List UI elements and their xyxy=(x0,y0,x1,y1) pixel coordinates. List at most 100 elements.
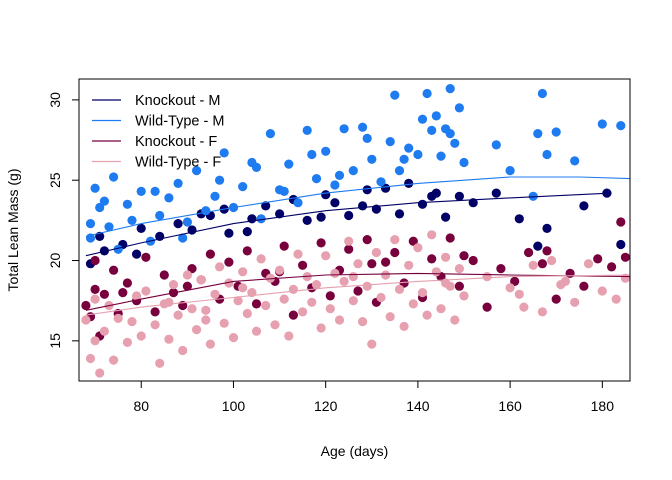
data-point xyxy=(344,244,354,254)
data-point xyxy=(284,159,294,169)
data-point xyxy=(173,310,183,320)
data-point xyxy=(362,281,372,291)
data-point xyxy=(330,180,340,190)
data-point xyxy=(570,297,580,307)
data-point xyxy=(404,260,414,270)
data-point xyxy=(376,292,386,303)
plot-frame xyxy=(78,78,631,382)
data-point xyxy=(597,286,607,296)
data-point xyxy=(159,270,169,280)
x-tick-label: 80 xyxy=(133,398,149,414)
data-point xyxy=(334,170,345,180)
data-point xyxy=(219,148,229,158)
data-point xyxy=(173,178,183,188)
data-point xyxy=(85,219,96,229)
data-point xyxy=(537,259,548,269)
data-point xyxy=(362,133,372,143)
data-point xyxy=(362,235,372,245)
data-point xyxy=(164,297,174,307)
data-point xyxy=(524,247,534,258)
data-point xyxy=(570,156,580,166)
data-point xyxy=(127,215,137,225)
y-tick-label: 20 xyxy=(47,253,63,269)
data-point xyxy=(358,317,368,327)
data-point xyxy=(459,157,469,168)
data-point xyxy=(201,305,211,315)
data-point xyxy=(311,280,322,290)
y-axis: 15 20 25 30 xyxy=(47,92,79,349)
data-point xyxy=(316,323,326,333)
data-point xyxy=(251,162,262,172)
data-point xyxy=(358,201,368,211)
x-axis: 80 100 120 140 160 180 xyxy=(133,381,614,414)
data-point xyxy=(113,313,123,323)
data-point xyxy=(224,278,234,288)
data-point xyxy=(376,177,386,187)
data-point xyxy=(192,166,202,176)
data-point xyxy=(136,223,146,233)
data-point xyxy=(413,243,423,253)
data-point xyxy=(321,146,331,156)
data-point xyxy=(533,241,543,251)
data-point xyxy=(330,268,340,278)
data-point xyxy=(597,119,607,129)
data-point xyxy=(141,286,151,296)
data-point xyxy=(537,88,548,99)
trend-line xyxy=(85,176,631,237)
data-point xyxy=(90,255,100,266)
data-point xyxy=(394,166,405,176)
data-point xyxy=(371,247,381,258)
data-point xyxy=(450,138,460,148)
data-point xyxy=(302,215,312,225)
data-point xyxy=(514,214,524,224)
data-point xyxy=(90,336,100,346)
series-points-1 xyxy=(85,178,626,269)
data-point xyxy=(408,299,418,309)
data-point xyxy=(579,281,589,291)
data-point xyxy=(616,217,626,227)
data-point xyxy=(228,333,239,343)
data-point xyxy=(459,251,469,261)
data-point xyxy=(215,262,225,272)
data-point xyxy=(390,235,400,245)
data-point xyxy=(99,326,109,336)
data-point xyxy=(279,241,289,251)
data-point xyxy=(122,199,132,209)
data-point xyxy=(251,326,262,336)
data-point xyxy=(404,178,414,188)
data-point xyxy=(537,307,548,317)
data-point xyxy=(150,307,160,317)
data-point xyxy=(164,193,174,203)
data-point xyxy=(385,137,395,147)
data-point xyxy=(265,129,275,139)
data-point xyxy=(122,278,132,288)
data-point xyxy=(155,210,165,221)
data-point xyxy=(422,310,432,320)
data-point xyxy=(288,310,298,320)
data-point xyxy=(307,149,317,160)
y-tick-label: 30 xyxy=(47,92,63,108)
data-point xyxy=(450,315,460,325)
data-point xyxy=(90,183,100,193)
data-point xyxy=(95,202,105,213)
data-point xyxy=(560,276,571,286)
data-point xyxy=(113,244,123,254)
data-point xyxy=(436,151,446,161)
data-point xyxy=(210,191,220,201)
data-point xyxy=(173,219,183,229)
data-point xyxy=(422,88,432,99)
data-point xyxy=(482,272,492,282)
data-point xyxy=(298,307,308,317)
data-point xyxy=(431,267,441,277)
data-point xyxy=(344,210,354,221)
data-point xyxy=(316,212,326,222)
data-point xyxy=(109,172,119,182)
data-point xyxy=(155,358,165,368)
data-point xyxy=(242,308,252,319)
data-point xyxy=(399,321,409,331)
data-point xyxy=(413,149,423,160)
data-point xyxy=(81,300,91,311)
data-point xyxy=(542,149,552,160)
data-point xyxy=(381,270,391,280)
data-point xyxy=(95,368,105,378)
